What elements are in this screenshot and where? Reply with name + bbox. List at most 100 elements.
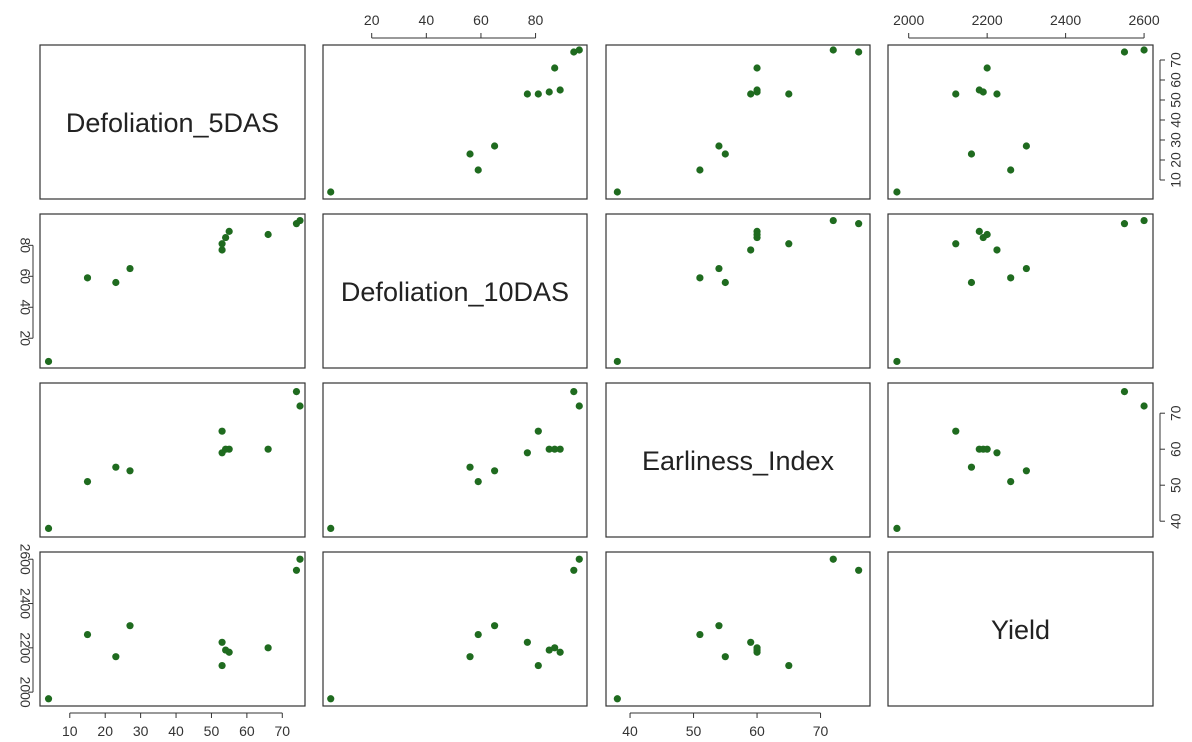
variable-label-yield: Yield	[991, 615, 1050, 645]
points-layer	[44, 46, 1148, 703]
top-tick-label-defoliation-10das-40: 40	[419, 12, 435, 28]
point-defoliation-10das-vs-earliness-index-4	[715, 264, 723, 273]
point-yield-vs-earliness-index-2	[696, 630, 704, 639]
point-defoliation-10das-vs-defoliation-5das-9	[264, 230, 272, 239]
point-defoliation-10das-vs-defoliation-5das-5	[218, 246, 226, 254]
panel-earliness-index-vs-yield	[887, 382, 1154, 538]
variable-label-earliness-index: Earliness_Index	[642, 446, 835, 476]
top-tick-label-yield-2400: 2400	[1050, 12, 1081, 28]
point-earliness-index-vs-defoliation-10das-6	[534, 427, 542, 435]
point-earliness-index-vs-defoliation-10das-5	[523, 449, 531, 457]
point-yield-vs-earliness-index-4	[715, 622, 723, 630]
left-tick-label-yield-2200: 2200	[17, 632, 33, 663]
point-defoliation-5das-vs-earliness-index-5	[747, 90, 755, 98]
panel-defoliation-5das-vs-defoliation-10das	[322, 44, 588, 200]
point-defoliation-5das-vs-earliness-index-1	[613, 188, 621, 196]
point-defoliation-5das-vs-defoliation-10das-4	[491, 142, 499, 150]
point-earliness-index-vs-defoliation-10das-3	[466, 463, 474, 471]
point-earliness-index-vs-defoliation-5das-11	[296, 402, 304, 410]
bottom-tick-label-earliness-index-50: 50	[686, 723, 702, 739]
point-defoliation-10das-vs-yield-2	[1007, 274, 1015, 282]
point-yield-vs-defoliation-10das-7	[556, 648, 564, 656]
point-defoliation-5das-vs-yield-4	[1022, 142, 1030, 150]
point-defoliation-10das-vs-earliness-index-6	[785, 240, 793, 248]
point-yield-vs-earliness-index-1	[613, 695, 621, 703]
point-yield-vs-defoliation-5das-6	[218, 661, 226, 670]
bottom-tick-label-earliness-index-40: 40	[622, 723, 638, 739]
point-defoliation-10das-vs-earliness-index-9	[753, 230, 761, 239]
point-yield-vs-defoliation-5das-11	[296, 555, 304, 563]
point-defoliation-10das-vs-earliness-index-3	[721, 278, 729, 287]
variable-label-defoliation-5das: Defoliation_5DAS	[66, 108, 279, 138]
point-yield-vs-defoliation-5das-9	[264, 644, 272, 652]
point-earliness-index-vs-yield-4	[1022, 467, 1030, 475]
right-tick-label-defoliation-5das-70: 70	[1168, 52, 1184, 68]
point-defoliation-5das-vs-earliness-index-10	[855, 48, 863, 56]
point-defoliation-10das-vs-defoliation-5das-8	[222, 233, 230, 242]
point-earliness-index-vs-defoliation-5das-8	[222, 445, 230, 453]
point-earliness-index-vs-defoliation-10das-2	[474, 478, 482, 486]
point-earliness-index-vs-yield-9	[983, 445, 991, 453]
point-defoliation-5das-vs-defoliation-10das-7	[556, 86, 564, 94]
panel-yield-vs-earliness-index	[605, 551, 871, 707]
right-tick-label-defoliation-5das-60: 60	[1168, 72, 1184, 88]
right-tick-label-defoliation-5das-30: 30	[1168, 132, 1184, 148]
point-defoliation-10das-vs-yield-1	[893, 357, 901, 366]
point-earliness-index-vs-defoliation-5das-4	[126, 467, 134, 475]
point-yield-vs-defoliation-10das-3	[466, 653, 474, 661]
panel-earliness-index-vs-defoliation-10das	[322, 382, 588, 538]
point-defoliation-5das-vs-earliness-index-8	[753, 88, 761, 96]
point-defoliation-10das-vs-defoliation-5das-2	[83, 274, 92, 282]
point-defoliation-5das-vs-yield-6	[952, 90, 960, 98]
point-defoliation-10das-vs-earliness-index-11	[829, 216, 837, 225]
point-earliness-index-vs-defoliation-10das-1	[327, 524, 335, 533]
bottom-tick-label-defoliation-5das-30: 30	[133, 723, 149, 739]
panel-defoliation-10das-vs-earliness-index	[605, 213, 871, 369]
bottom-tick-label-defoliation-5das-40: 40	[168, 723, 184, 739]
top-tick-label-defoliation-10das-60: 60	[473, 12, 489, 28]
point-defoliation-5das-vs-defoliation-10das-5	[523, 90, 531, 98]
point-defoliation-5das-vs-yield-2	[1007, 166, 1015, 174]
point-defoliation-5das-vs-defoliation-10das-3	[466, 150, 474, 158]
panel-defoliation-10das-label	[322, 213, 588, 369]
point-defoliation-5das-vs-defoliation-10das-2	[474, 166, 482, 174]
top-tick-label-yield-2200: 2200	[972, 12, 1003, 28]
panel-earliness-index-label	[605, 382, 871, 538]
point-yield-vs-defoliation-10das-8	[545, 646, 553, 654]
point-earliness-index-vs-yield-6	[952, 427, 960, 435]
point-yield-vs-earliness-index-3	[721, 653, 729, 661]
point-defoliation-10das-vs-earliness-index-1	[613, 357, 621, 366]
point-yield-vs-defoliation-5das-8	[222, 646, 230, 654]
point-earliness-index-vs-defoliation-5das-6	[218, 427, 226, 435]
bottom-tick-label-defoliation-5das-50: 50	[204, 723, 220, 739]
point-defoliation-5das-vs-earliness-index-11	[829, 46, 837, 54]
point-defoliation-5das-vs-yield-9	[983, 64, 991, 72]
point-earliness-index-vs-defoliation-10das-9	[551, 445, 559, 453]
panel-defoliation-5das-vs-yield	[887, 44, 1154, 200]
point-earliness-index-vs-yield-3	[967, 463, 976, 471]
point-defoliation-5das-vs-yield-3	[967, 150, 976, 158]
variable-label-defoliation-10das: Defoliation_10DAS	[341, 277, 569, 307]
point-yield-vs-defoliation-10das-2	[474, 630, 482, 639]
left-tick-label-yield-2000: 2000	[17, 677, 33, 708]
point-defoliation-10das-vs-defoliation-5das-3	[112, 278, 120, 287]
point-earliness-index-vs-yield-1	[893, 524, 901, 533]
point-earliness-index-vs-defoliation-10das-4	[491, 467, 499, 475]
point-defoliation-5das-vs-yield-5	[993, 90, 1001, 98]
point-yield-vs-earliness-index-9	[753, 644, 761, 652]
bottom-tick-label-earliness-index-60: 60	[749, 723, 765, 739]
point-defoliation-5das-vs-defoliation-10das-9	[551, 64, 559, 72]
point-defoliation-10das-vs-defoliation-5das-7	[225, 227, 233, 235]
left-tick-label-defoliation-10das-40: 40	[17, 299, 33, 315]
panel-yield-vs-defoliation-10das	[322, 551, 588, 707]
point-earliness-index-vs-yield-10	[1120, 388, 1129, 396]
point-earliness-index-vs-yield-2	[1007, 478, 1015, 486]
axes-layer: 10 20 30 40 50 60 70 40 50 60 70 20 40 60 80 2000 2200 24…	[17, 12, 1183, 739]
point-earliness-index-vs-defoliation-10das-10	[570, 388, 578, 396]
panel-defoliation-10das-vs-yield	[887, 213, 1154, 369]
top-tick-label-defoliation-10das-20: 20	[364, 12, 380, 28]
point-defoliation-5das-vs-yield-8	[979, 88, 987, 96]
point-yield-vs-defoliation-10das-6	[534, 661, 542, 670]
point-earliness-index-vs-defoliation-5das-3	[112, 463, 120, 471]
point-defoliation-5das-vs-defoliation-10das-11	[575, 46, 583, 54]
